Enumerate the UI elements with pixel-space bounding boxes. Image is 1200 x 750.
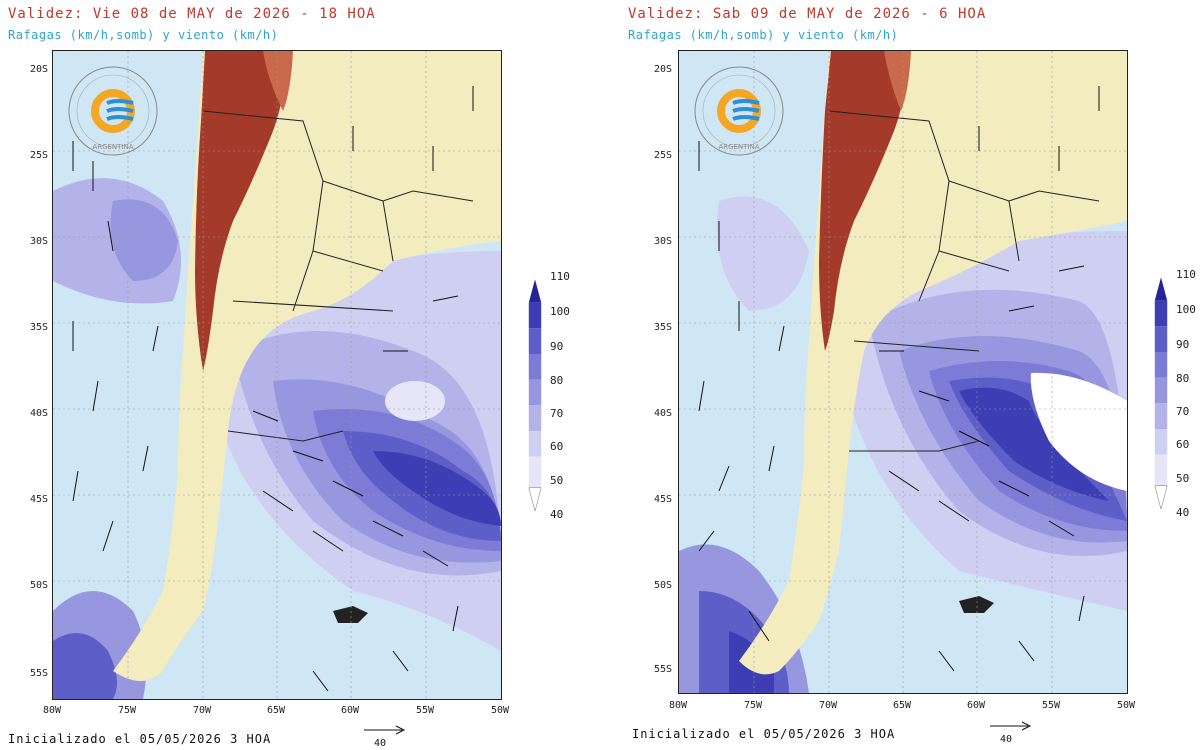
lat-label: 30S (29, 236, 48, 247)
colorbar-label: 110 (1176, 268, 1196, 281)
lat-label: 30S (653, 236, 672, 247)
init-footer: Inicializado el 05/05/2026 3 HOA (632, 727, 896, 741)
reference-arrow-icon (990, 721, 1032, 731)
colorbar-label: 90 (1176, 338, 1190, 351)
wind-gust-map: ARGENTINA (678, 50, 1128, 694)
colorbar-label: 80 (550, 374, 564, 387)
colorbar-label: 100 (550, 305, 570, 318)
lon-label: 70W (192, 705, 212, 716)
lat-label: 45S (29, 494, 48, 505)
lat-label: 45S (653, 494, 672, 505)
lat-label: 40S (29, 408, 48, 419)
lon-label: 55W (1041, 700, 1061, 711)
map-panel-left: Validez: Vie 08 de MAY de 2026 - 18 HOA … (0, 0, 590, 750)
lat-label: 20S (653, 64, 672, 75)
lon-label: 50W (1116, 700, 1136, 711)
colorbar-label: 70 (1176, 405, 1190, 418)
map-panel-right: Validez: Sab 09 de MAY de 2026 - 6 HOA R… (620, 0, 1200, 750)
colorbar-label: 70 (550, 407, 564, 420)
init-footer: Inicializado el 05/05/2026 3 HOA (8, 732, 272, 746)
map-canvas (679, 51, 1127, 693)
logo-text: ARGENTINA (718, 143, 759, 151)
reference-arrow-label: 40 (1000, 734, 1013, 745)
colorbar (1154, 277, 1168, 511)
lon-label: 65W (892, 700, 912, 711)
lat-label: 25S (29, 150, 48, 161)
colorbar-label: 50 (550, 474, 564, 487)
colorbar-label: 90 (550, 340, 564, 353)
lon-label: 80W (668, 700, 688, 711)
lat-label: 55S (653, 664, 672, 675)
lat-label: 50S (29, 580, 48, 591)
colorbar-label: 60 (550, 440, 564, 453)
logo-text: ARGENTINA (92, 143, 133, 151)
lat-label: 50S (653, 580, 672, 591)
lat-label: 35S (653, 322, 672, 333)
reference-arrow-icon (364, 725, 406, 735)
lon-label: 70W (818, 700, 838, 711)
lat-label: 20S (29, 64, 48, 75)
colorbar-label: 60 (1176, 438, 1190, 451)
panel-title: Validez: Vie 08 de MAY de 2026 - 18 HOA (8, 6, 376, 22)
panel-subtitle: Rafagas (km/h,somb) y viento (km/h) (628, 28, 899, 42)
colorbar-label: 40 (1176, 506, 1190, 519)
lon-label: 80W (42, 705, 62, 716)
reference-arrow-label: 40 (374, 738, 387, 749)
colorbar (528, 279, 542, 513)
smn-logo: ARGENTINA (68, 66, 158, 156)
lon-label: 60W (966, 700, 986, 711)
colorbar-label: 40 (550, 508, 564, 521)
colorbar-label: 110 (550, 270, 570, 283)
lat-label: 35S (29, 322, 48, 333)
map-canvas (53, 51, 501, 699)
lat-label: 40S (653, 408, 672, 419)
lon-label: 55W (415, 705, 435, 716)
lon-label: 65W (266, 705, 286, 716)
panel-subtitle: Rafagas (km/h,somb) y viento (km/h) (8, 28, 279, 42)
lon-label: 75W (117, 705, 137, 716)
lon-label: 60W (340, 705, 360, 716)
lat-label: 25S (653, 150, 672, 161)
colorbar-label: 50 (1176, 472, 1190, 485)
wind-gust-map: ARGENTINA (52, 50, 502, 700)
lat-label: 55S (29, 668, 48, 679)
panel-title: Validez: Sab 09 de MAY de 2026 - 6 HOA (628, 6, 987, 22)
lon-label: 75W (743, 700, 763, 711)
smn-logo: ARGENTINA (694, 66, 784, 156)
lon-label: 50W (490, 705, 510, 716)
colorbar-label: 100 (1176, 303, 1196, 316)
colorbar-label: 80 (1176, 372, 1190, 385)
